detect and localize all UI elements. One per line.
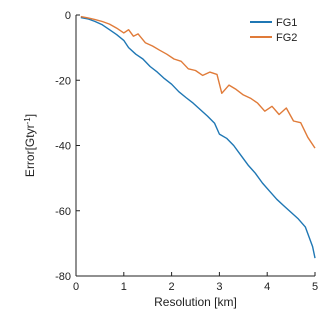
series-line-fg1 (80, 16, 316, 259)
x-axis-label: Resolution [km] (154, 295, 237, 309)
y-axis-label: Error[Gtyr-1] (23, 114, 38, 177)
x-tick-label: 0 (73, 281, 79, 293)
y-tick-label: -80 (55, 271, 71, 283)
axes: 0 1 2 3 4 5 0 -20 -40 -60 -80 Resolution [km] Error[… (23, 10, 319, 309)
y-tick-label: -20 (55, 75, 71, 87)
legend-label-fg2: FG2 (276, 32, 297, 44)
series-layer (80, 15, 316, 259)
x-tick-label: 4 (264, 281, 270, 293)
legend-label-fg1: FG1 (276, 17, 297, 29)
x-tick-label: 1 (121, 281, 127, 293)
series-line-fg2 (80, 15, 316, 149)
y-tick-label: 0 (65, 10, 71, 22)
x-tick-label: 5 (312, 281, 318, 293)
y-tick-label: -60 (55, 206, 71, 218)
y-tick-label: -40 (55, 141, 71, 153)
x-tick-label: 3 (216, 281, 222, 293)
x-tick-label: 2 (169, 281, 175, 293)
